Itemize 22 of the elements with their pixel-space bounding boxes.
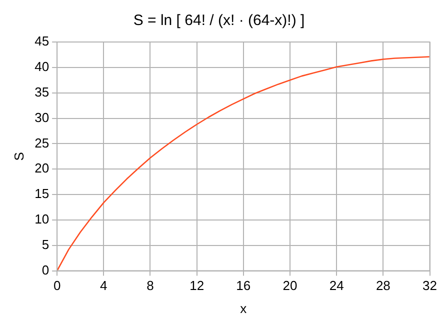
- y-tick-label: 45: [34, 34, 50, 49]
- chart-title: S = ln [ 64! / (x! · (64-x)!) ]: [133, 12, 305, 30]
- y-tick-label: 15: [34, 186, 50, 202]
- y-tick-label: 20: [34, 160, 50, 176]
- y-tick-label: 0: [42, 262, 50, 278]
- y-tick-label: 10: [34, 212, 50, 227]
- x-tick-label: 28: [376, 278, 390, 294]
- x-tick-label: 8: [146, 278, 154, 294]
- x-tick-label: 0: [53, 278, 61, 294]
- y-axis-title: S: [11, 152, 26, 161]
- x-tick-label: 12: [190, 278, 204, 294]
- y-tick-label: 5: [42, 236, 50, 252]
- x-tick-label: 20: [282, 278, 298, 294]
- y-tick-label: 40: [34, 59, 50, 74]
- x-axis-title: x: [240, 300, 248, 316]
- x-tick-label: 4: [100, 278, 108, 294]
- y-tick-label: 25: [34, 135, 50, 150]
- y-tick-label: 30: [34, 110, 50, 125]
- x-tick-label: 16: [236, 278, 251, 294]
- x-tick-label: 32: [422, 278, 438, 294]
- x-tick-label: 24: [329, 278, 344, 294]
- y-tick-label: 35: [34, 84, 50, 100]
